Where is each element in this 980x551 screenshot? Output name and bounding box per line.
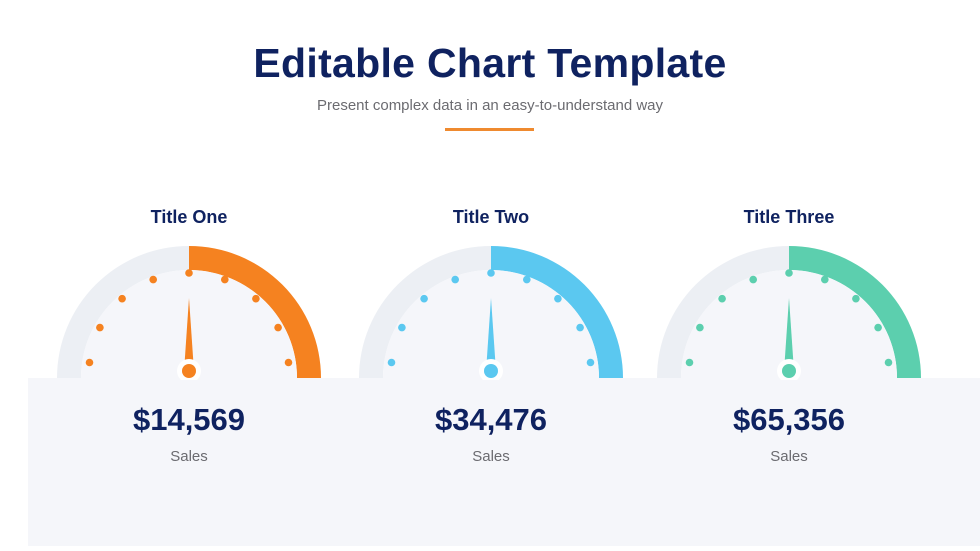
gauge-tick-dot	[718, 294, 726, 303]
gauge-label: Sales	[472, 448, 510, 465]
gauge-tick-dot	[554, 294, 562, 303]
gauge-tick-dot	[523, 275, 531, 284]
gauge-tick-dot	[420, 294, 428, 303]
gauge-title: Title Two	[452, 207, 530, 227]
gauge-value: $14,569	[132, 402, 246, 437]
gauge-value: $34,476	[434, 402, 548, 437]
gauge-hub	[182, 364, 196, 378]
gauge-card: Title One $14,569 Sales	[39, 0, 339, 551]
gauge-needle	[784, 298, 794, 364]
gauge-tick-dot	[284, 358, 293, 367]
gauge-tick-dot	[398, 323, 406, 332]
gauge-tick-dot	[274, 323, 282, 332]
gauge-tick-dot	[387, 358, 396, 367]
gauge-tick-dot	[821, 275, 829, 284]
gauge-tick-dot	[874, 323, 882, 332]
values-panel	[28, 378, 980, 546]
gauge-track	[57, 246, 189, 378]
gauge-dial	[57, 246, 321, 380]
gauge-tick-dot	[749, 275, 757, 284]
gauge-hub	[484, 364, 498, 378]
gauge-tick-dot	[185, 269, 193, 277]
gauge-tick-dot	[685, 358, 694, 367]
gauge-fill-arc	[189, 246, 321, 378]
gauge-dial	[359, 246, 623, 380]
gauge-tick-dot	[884, 358, 893, 367]
gauge-tick-dot	[852, 294, 860, 303]
gauge-tick-dot	[696, 323, 704, 332]
gauge-dial	[657, 246, 921, 380]
gauge-title: Title One	[150, 207, 228, 227]
gauge-fill-arc	[491, 246, 623, 378]
gauge-tick-dot	[118, 294, 126, 303]
gauge-tick-dot	[586, 358, 595, 367]
gauge-track	[657, 246, 789, 378]
gauge-tick-dot	[451, 275, 459, 284]
gauge-hub	[782, 364, 796, 378]
gauge-tick-dot	[221, 275, 229, 284]
gauge-card: Title Two $34,476 Sales	[341, 0, 641, 551]
gauge-tick-dot	[785, 269, 793, 277]
gauge-fill-arc	[789, 246, 921, 378]
gauge-label: Sales	[770, 448, 808, 465]
gauge-track	[359, 246, 491, 378]
gauge-tick-dot	[252, 294, 260, 303]
title-accent-line	[445, 128, 534, 131]
page-title: Editable Chart Template	[253, 40, 727, 86]
page-subtitle: Present complex data in an easy-to-under…	[316, 97, 664, 114]
gauge-tick-dot	[85, 358, 94, 367]
gauge-value: $65,356	[732, 402, 846, 437]
gauge-needle	[486, 298, 496, 364]
gauge-needle	[184, 298, 194, 364]
gauge-tick-dot	[487, 269, 495, 277]
gauge-title: Title Three	[743, 207, 835, 227]
gauge-label: Sales	[170, 448, 208, 465]
gauge-tick-dot	[96, 323, 104, 332]
gauge-card: Title Three $65,356 Sales	[639, 0, 939, 551]
gauge-tick-dot	[149, 275, 157, 284]
gauge-tick-dot	[576, 323, 584, 332]
